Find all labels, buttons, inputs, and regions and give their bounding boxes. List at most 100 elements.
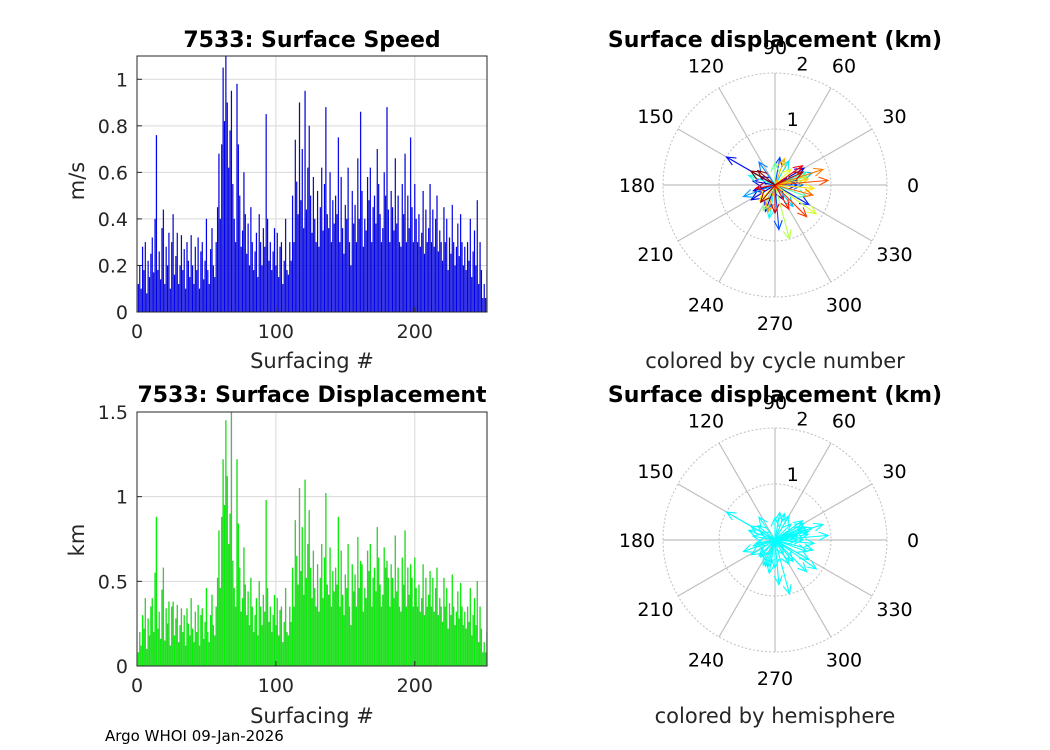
theta-label: 210 <box>637 244 673 266</box>
bar <box>175 256 177 312</box>
bar <box>416 606 419 666</box>
bar <box>262 594 265 666</box>
bar <box>323 183 326 312</box>
bar <box>240 611 242 666</box>
bar <box>325 107 327 312</box>
bar <box>222 67 224 312</box>
displacement-arrow <box>743 184 776 198</box>
bar <box>482 297 484 312</box>
bar <box>400 246 402 312</box>
displacement-arrow <box>774 539 815 544</box>
bar <box>472 615 474 666</box>
arrow-head <box>758 515 768 527</box>
bar <box>287 274 290 312</box>
x-tick-label: 100 <box>258 321 294 343</box>
bar <box>259 606 262 666</box>
bar <box>212 265 215 312</box>
bar <box>429 183 431 312</box>
bar <box>340 176 342 312</box>
bar <box>461 606 463 666</box>
bar <box>448 237 451 312</box>
bar <box>248 625 251 666</box>
bar <box>427 594 430 666</box>
surface-speed-chart: 0 100 200 0 0.2 0.4 0.6 0.8 1 7533: Surface Spee… <box>65 28 489 373</box>
arrow-head <box>780 159 790 171</box>
bar <box>258 214 260 312</box>
arrow-head <box>777 157 786 169</box>
bar <box>366 176 369 312</box>
bar <box>201 242 203 312</box>
bar <box>359 560 362 666</box>
bar <box>204 260 206 312</box>
bar <box>271 632 273 666</box>
arrow-head <box>754 182 766 192</box>
bar <box>186 242 188 312</box>
bar <box>462 265 465 312</box>
displacement-ylabel: km <box>65 524 89 557</box>
bar <box>430 606 433 666</box>
bar <box>365 230 367 312</box>
bar <box>261 265 263 312</box>
bar <box>230 412 233 666</box>
bar <box>252 269 255 312</box>
bar <box>269 606 272 666</box>
bar <box>322 598 324 666</box>
x-tick-label: 200 <box>397 675 433 697</box>
bar <box>218 530 220 666</box>
bar <box>236 83 238 312</box>
bar <box>308 125 310 312</box>
bar <box>462 625 465 666</box>
bar <box>171 606 173 666</box>
bar <box>275 625 277 666</box>
bar <box>411 577 413 666</box>
bar <box>265 499 267 666</box>
bar <box>359 111 362 312</box>
bar <box>390 564 392 666</box>
bar <box>387 209 390 312</box>
bar <box>383 172 385 312</box>
bar <box>365 598 367 666</box>
bar <box>377 183 380 312</box>
bar <box>336 584 338 666</box>
bar <box>261 625 263 666</box>
bar <box>151 598 153 666</box>
bar <box>296 555 298 666</box>
bar <box>476 200 478 312</box>
bar <box>368 571 370 666</box>
bar <box>182 269 184 312</box>
bar <box>382 228 384 312</box>
bar <box>419 246 422 312</box>
bar <box>373 195 376 312</box>
bar <box>154 218 156 312</box>
bar <box>140 645 142 666</box>
polar-hemisphere-chart: 0 30 60 90 120 150 180 210 240 270 300 330 1 2 Surfac… <box>608 383 942 728</box>
bar <box>444 606 447 666</box>
theta-label: 30 <box>882 461 906 483</box>
displacement-arrow <box>774 534 829 541</box>
bar <box>183 249 185 312</box>
bar <box>283 260 285 312</box>
theta-label: 300 <box>826 295 862 317</box>
bar <box>436 567 438 666</box>
bar <box>443 577 445 666</box>
bar <box>337 516 340 666</box>
bar <box>347 167 349 312</box>
bar <box>354 574 356 666</box>
bar <box>187 260 190 312</box>
bar <box>458 256 460 312</box>
bar <box>296 181 298 312</box>
theta-label: 150 <box>637 106 673 128</box>
bar <box>219 587 222 666</box>
bar <box>405 242 408 312</box>
surface-displacement-chart: 0 100 200 0 0.5 1 1.5 7533: Surface Displaceme… <box>65 383 488 728</box>
displacement-arrow <box>755 184 776 189</box>
bar <box>284 587 287 666</box>
bar <box>169 645 172 666</box>
displacement-arrow <box>774 168 792 186</box>
radius-label: 1 <box>787 464 799 486</box>
displacement-arrow <box>767 539 776 568</box>
bar <box>488 298 489 312</box>
displacement-arrow <box>774 520 803 541</box>
displacement-arrow <box>774 539 791 595</box>
bar <box>372 207 374 312</box>
